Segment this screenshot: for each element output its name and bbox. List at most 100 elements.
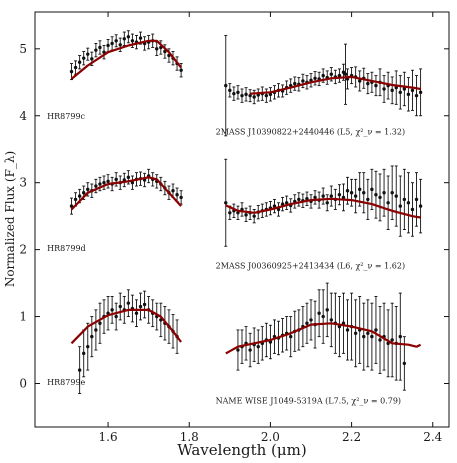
data-point [94, 328, 98, 332]
data-point [378, 195, 382, 200]
data-point [110, 41, 114, 46]
data-point [297, 197, 301, 202]
data-point [410, 207, 415, 212]
data-point [329, 318, 333, 322]
data-point [414, 197, 419, 202]
data-point [341, 195, 346, 200]
data-point [382, 191, 386, 195]
fit-label: 2MASS J00360925+2413434 (L6, χ²_ν = 1.62… [216, 261, 405, 270]
data-point [345, 328, 350, 332]
data-point [349, 191, 354, 195]
x-axis-title: Wavelength (μm) [177, 441, 306, 459]
data-point [86, 344, 90, 349]
data-point [240, 93, 244, 98]
data-point [138, 304, 143, 309]
data-point [325, 308, 329, 312]
data-point [386, 201, 390, 205]
y-tick-label: 1 [19, 310, 27, 324]
data-point [329, 72, 333, 76]
x-tick-label: 1.8 [180, 430, 199, 444]
data-point [126, 35, 131, 39]
data-point [402, 197, 407, 202]
data-point [175, 193, 179, 197]
data-point [244, 92, 248, 97]
data-point [317, 311, 321, 315]
data-point [86, 52, 90, 56]
y-tick-label: 3 [19, 176, 27, 190]
data-point [374, 193, 378, 197]
data-point [313, 76, 317, 80]
data-point [256, 344, 260, 349]
data-point [236, 90, 240, 95]
panel-label: HR8799d [47, 244, 85, 253]
data-point [90, 334, 94, 339]
data-point [224, 201, 228, 205]
data-point [138, 36, 143, 40]
data-point [374, 328, 378, 332]
data-point [337, 73, 342, 78]
data-point [134, 311, 139, 315]
data-point [98, 182, 102, 186]
panel-labels: HR8799c 2MASS J10390822+2440446 (L5, χ²_ν… [47, 112, 405, 405]
x-tick-label: 1.6 [99, 430, 118, 444]
data-point [77, 194, 82, 198]
data-point [321, 194, 325, 198]
data-point [94, 48, 98, 52]
y-tick-label: 2 [19, 243, 27, 257]
data-point [106, 179, 110, 184]
data-point [171, 189, 175, 193]
data-point [252, 214, 256, 218]
data-point [232, 91, 236, 96]
data-point [86, 187, 90, 192]
data-point [418, 90, 423, 95]
fit-label: NAME WISE J1049-5319A (L7.5, χ²_ν = 0.79… [216, 397, 401, 406]
data-point [114, 39, 118, 43]
data-point [293, 81, 297, 86]
data-point [394, 85, 398, 90]
data-point [248, 348, 252, 352]
y-tick-label: 4 [19, 109, 27, 123]
model-curve [70, 176, 182, 211]
data-point [82, 351, 86, 356]
data-point [313, 195, 317, 200]
data-point [98, 45, 102, 50]
data-point [77, 60, 82, 64]
data-point [94, 184, 98, 188]
data-point [353, 331, 358, 335]
data-point [390, 88, 394, 93]
data-point [366, 331, 370, 335]
data-point [362, 191, 366, 195]
data-point [179, 195, 183, 200]
data-point [406, 201, 411, 205]
data-point [370, 187, 374, 192]
x-tick-label: 2.4 [423, 430, 442, 444]
data-point [358, 79, 362, 83]
y-tick-label: 5 [19, 42, 27, 56]
data-point [114, 314, 118, 319]
data-point [236, 348, 240, 352]
data-point [126, 301, 131, 305]
plot-frame [34, 11, 450, 428]
data-point [126, 175, 131, 180]
data-point [130, 39, 135, 43]
data-point [252, 95, 256, 99]
data-point [248, 93, 252, 98]
data-point [106, 43, 110, 48]
data-point [343, 72, 348, 76]
data-point [118, 304, 122, 309]
data-point [305, 321, 309, 325]
data-point [142, 302, 147, 307]
data-point [284, 201, 289, 205]
data-point [309, 318, 313, 322]
data-point [337, 193, 342, 197]
data-point [321, 73, 325, 78]
data-point [305, 197, 309, 201]
data-point [130, 180, 135, 185]
data-point [228, 211, 232, 215]
data-point [272, 204, 277, 208]
data-point [73, 65, 78, 70]
data-point [390, 338, 394, 342]
data-point [321, 314, 325, 319]
data-point [228, 88, 232, 93]
